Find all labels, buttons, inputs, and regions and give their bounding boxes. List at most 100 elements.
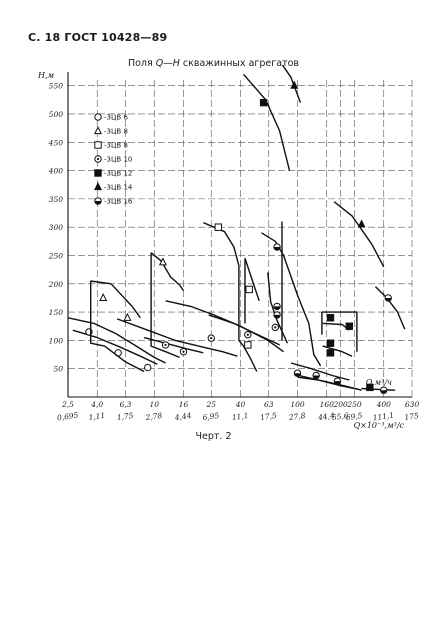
data-point [179, 348, 188, 356]
marker-dot [274, 326, 277, 329]
legend-label: -3ЦВ 8 [104, 128, 128, 136]
marker-shape [366, 383, 374, 392]
marker-half [334, 381, 341, 385]
data-point [326, 349, 335, 357]
x-tick-label-top: 25 [205, 400, 216, 409]
legend-marker [94, 169, 102, 177]
x-tick-label-top: 100 [290, 400, 305, 409]
field-outline [294, 373, 362, 391]
title-prefix: Поля [127, 58, 156, 69]
marker-shape [158, 257, 167, 266]
field-outline [150, 252, 185, 292]
data-point [357, 219, 366, 228]
x-tick-label-top: 63 [264, 400, 274, 409]
data-point [214, 223, 223, 231]
x-tick-label-bottom: 55,6 [331, 411, 349, 422]
x-tick-label-bottom: 1,11 [88, 411, 106, 422]
field-outline [322, 345, 353, 357]
y-tick-label: 400 [48, 167, 64, 176]
data-point [366, 383, 374, 392]
data-point [273, 311, 281, 319]
marker-dot [164, 343, 167, 347]
title-q: Q [155, 58, 164, 69]
field-outline [261, 232, 322, 367]
marker-half [380, 390, 387, 394]
marker-half [273, 306, 281, 310]
marker-half [94, 201, 102, 205]
data-point [380, 386, 388, 394]
data-point [333, 377, 342, 385]
x-tick-label-top: 6,3 [120, 400, 132, 409]
x-tick-label-top: 16 [179, 400, 189, 409]
marker-shape [244, 341, 252, 349]
marker-shape [245, 285, 253, 294]
data-point [244, 341, 252, 349]
field-outline [244, 258, 260, 302]
y-axis-label: H,м [37, 71, 55, 80]
x-tick-label-top: 160 [320, 400, 335, 409]
y-tick-label: 100 [49, 336, 64, 345]
data-point [99, 293, 108, 302]
y-tick-label: 350 [49, 195, 64, 204]
marker-shape [357, 219, 366, 228]
legend-label: -3ЦВ 14 [104, 184, 133, 192]
x-tick-label-top: 10 [149, 400, 159, 409]
marker-half [273, 246, 281, 251]
x-tick-label-top: 630 [405, 400, 420, 409]
legend-marker [94, 155, 102, 163]
marker-half [385, 297, 392, 302]
field-outline [68, 317, 166, 364]
title-dash: — [163, 58, 173, 69]
marker-dot [96, 157, 100, 161]
title-h: H [172, 58, 180, 69]
marker-shape [99, 293, 108, 302]
marker-half [312, 375, 320, 379]
data-point [290, 80, 299, 89]
field-outline [203, 221, 240, 266]
marker-half [273, 314, 281, 319]
data-point [271, 323, 280, 332]
field-outline [90, 280, 141, 319]
data-point [326, 314, 335, 322]
page-header: С. 18 ГОСТ 10428—89 [28, 31, 168, 44]
field-outline [150, 252, 180, 359]
figure-caption: Черт. 2 [195, 431, 232, 442]
legend-marker [94, 113, 102, 121]
legend-label: -3ЦВ 8 [104, 142, 128, 150]
x-tick-label-top: 40 [235, 400, 246, 409]
field-outline [116, 318, 238, 357]
data-point [273, 243, 281, 251]
y-tick-label: 300 [49, 223, 64, 232]
x-axis-label-bottom: Q×10⁻³,м³/с [354, 421, 405, 430]
marker-shape [93, 182, 103, 191]
legend-marker [93, 182, 103, 191]
x-tick-label-top: 250 [346, 400, 362, 409]
x-tick-label-top: 4,0 [90, 400, 103, 409]
marker-shape [94, 113, 102, 121]
legend-label: -3ЦВ 12 [104, 170, 132, 178]
x-tick-label-top: 400 [376, 400, 392, 409]
marker-shape [94, 169, 102, 177]
data-point [273, 302, 281, 311]
x-tick-label-bottom: 0,695 [56, 411, 79, 423]
chart-title: Поля Q—H скважинных агрегатов [0, 58, 427, 69]
legend-marker [93, 126, 103, 135]
x-tick-label-top: 2,5 [61, 400, 74, 409]
legend-marker [94, 197, 102, 205]
data-point [345, 322, 354, 330]
title-suffix: скважинных агрегатов [179, 58, 300, 69]
marker-shape [326, 349, 335, 357]
field-outline [208, 314, 280, 346]
x-tick-label-bottom: 4,44 [173, 411, 192, 422]
data-point [384, 294, 392, 302]
data-point [161, 341, 170, 349]
data-point [326, 339, 335, 347]
marker-shape [93, 126, 103, 135]
data-point [207, 334, 215, 342]
field-outline [143, 336, 204, 354]
y-tick-label: 150 [49, 308, 64, 317]
field-outline [333, 201, 385, 268]
x-tick-label-bottom: 69,5 [345, 411, 363, 422]
data-point [158, 257, 167, 266]
